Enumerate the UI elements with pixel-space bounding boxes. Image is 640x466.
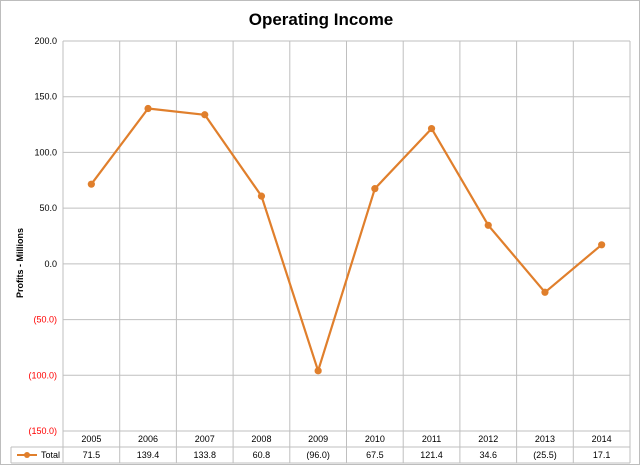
x-tick-label: 2011 bbox=[422, 434, 441, 444]
data-label: 71.5 bbox=[83, 450, 101, 460]
x-tick-label: 2012 bbox=[478, 434, 498, 444]
x-tick-label: 2014 bbox=[592, 434, 612, 444]
data-point bbox=[257, 192, 266, 200]
y-axis-ticks: 200.0 150.0 100.0 50.0 0.0 (50.0) (100.0) (150.… bbox=[28, 36, 57, 436]
data-point bbox=[541, 288, 549, 296]
data-point bbox=[201, 111, 209, 119]
y-axis-label: Profits - Millions bbox=[15, 228, 25, 298]
chart-title: Operating Income bbox=[249, 10, 394, 29]
series-total bbox=[87, 104, 606, 375]
x-tick-label: 2013 bbox=[535, 434, 555, 444]
y-tick-label: 50.0 bbox=[39, 203, 57, 213]
x-tick-label: 2007 bbox=[195, 434, 215, 444]
data-point bbox=[427, 124, 436, 133]
x-tick-label: 2005 bbox=[81, 434, 101, 444]
data-label: 34.6 bbox=[479, 450, 497, 460]
data-label: (25.5) bbox=[533, 450, 557, 460]
data-label: 139.4 bbox=[137, 450, 160, 460]
legend-label: Total bbox=[41, 450, 60, 460]
data-point bbox=[87, 180, 95, 188]
y-tick-label: (150.0) bbox=[28, 426, 57, 436]
gridlines bbox=[62, 40, 631, 463]
y-tick-label: 150.0 bbox=[34, 92, 57, 102]
y-tick-label: 0.0 bbox=[44, 259, 57, 269]
y-tick-label: 200.0 bbox=[34, 36, 57, 46]
series-line bbox=[90, 107, 603, 372]
data-point bbox=[314, 367, 322, 375]
x-tick-label: 2009 bbox=[308, 434, 328, 444]
data-label: 67.5 bbox=[366, 450, 384, 460]
legend-marker bbox=[24, 452, 30, 458]
x-tick-label: 2008 bbox=[251, 434, 271, 444]
data-label: 60.8 bbox=[253, 450, 271, 460]
data-point bbox=[484, 221, 492, 229]
x-tick-label: 2006 bbox=[138, 434, 158, 444]
y-tick-label: (50.0) bbox=[33, 315, 57, 325]
data-point bbox=[144, 104, 152, 113]
data-point bbox=[598, 241, 606, 249]
data-table: 2005 2006 2007 2008 2009 2010 2011 2012 2013 2014… bbox=[10, 434, 630, 464]
y-tick-label: (100.0) bbox=[28, 370, 57, 380]
x-tick-label: 2010 bbox=[365, 434, 385, 444]
data-label: 133.8 bbox=[193, 450, 216, 460]
data-label: 17.1 bbox=[593, 450, 611, 460]
data-label: (96.0) bbox=[306, 450, 330, 460]
data-label: 121.4 bbox=[420, 450, 443, 460]
data-point bbox=[371, 185, 379, 193]
y-tick-label: 100.0 bbox=[34, 147, 57, 157]
